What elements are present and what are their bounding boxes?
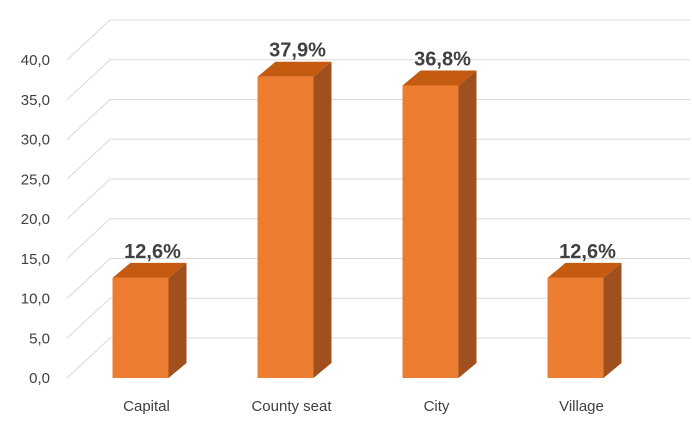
y-tick-label: 0,0 [29,370,50,387]
gridline [66,138,690,180]
data-label: 12,6% [124,241,181,263]
category-labels: Capital County seat City Village [123,398,604,415]
category-label: Village [559,398,604,415]
y-tick-label: 25,0 [21,171,50,188]
bar [402,70,477,378]
bars [112,61,622,378]
gridline [66,59,690,101]
gridline [66,258,690,299]
y-tick-label: 35,0 [21,92,50,109]
bar-side [458,70,477,378]
gridlines [66,19,690,379]
y-tick-label: 5,0 [29,330,50,347]
data-label: 12,6% [559,241,616,263]
gridline [66,99,690,140]
bar-top [547,262,622,278]
y-tick-label: 15,0 [21,251,50,268]
data-labels: 12,6% 37,9% 36,8% 12,6% [124,40,616,263]
gridline [66,337,690,379]
bar-front [547,277,604,378]
bar-front [112,277,169,378]
y-tick-label: 40,0 [21,52,50,69]
bar [547,262,622,378]
data-label: 37,9% [269,40,326,62]
y-axis-tick-labels: 0,0 5,0 10,0 15,0 20,0 25,0 30,0 35,0 40,0 [21,52,50,387]
bar-front [402,85,459,378]
bar-top [112,262,187,278]
gridline [66,297,690,339]
gridline [66,19,690,61]
bar-side [603,262,622,378]
category-label: Capital [123,398,170,415]
gridline [66,178,690,220]
bar [257,61,332,378]
bar [112,262,187,378]
gridline [66,218,690,260]
y-tick-label: 10,0 [21,291,50,308]
category-label: City [424,398,450,415]
y-tick-label: 30,0 [21,132,50,149]
y-tick-label: 20,0 [21,211,50,228]
data-label: 36,8% [414,48,471,70]
category-label: County seat [251,398,332,415]
bar-top [402,70,477,86]
bar-side [313,61,332,378]
bar-front [257,76,314,378]
bar-top [257,61,332,77]
bar-side [168,262,187,378]
